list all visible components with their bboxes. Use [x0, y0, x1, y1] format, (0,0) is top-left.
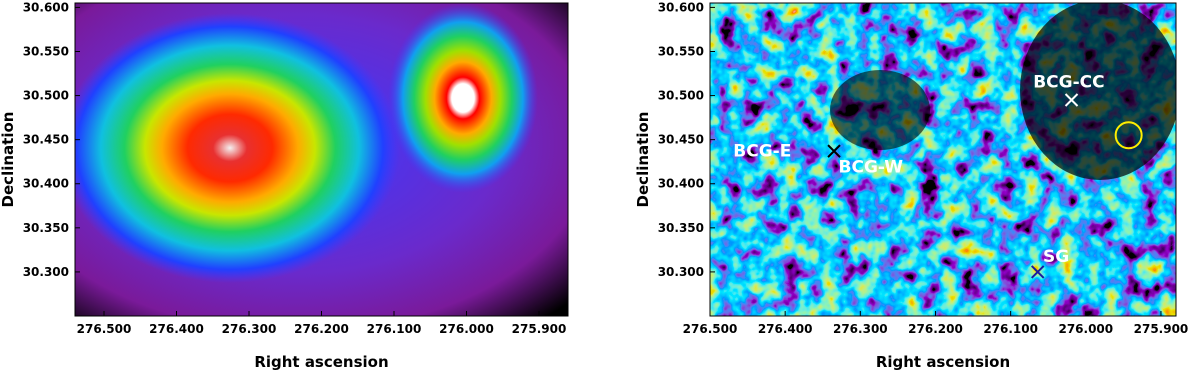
image-right: [710, 3, 1176, 316]
annotation: BCG-CC: [1033, 73, 1104, 93]
x-axis-label: Right ascension: [876, 353, 1010, 371]
x-tick-label: 276.000: [439, 322, 494, 336]
x-axis-label: Right ascension: [254, 353, 388, 371]
y-tick-label: 30.450: [23, 133, 69, 147]
y-tick-label: 30.400: [658, 177, 704, 191]
x-tick-label: 276.100: [983, 322, 1038, 336]
marker-cross: [827, 144, 841, 158]
annotation: BCG-W: [839, 157, 904, 177]
y-tick-label: 30.550: [658, 44, 704, 58]
x-tick-label: 276.400: [149, 322, 204, 336]
x-tick-label: 276.200: [294, 322, 349, 336]
x-tick-label: 275.900: [1134, 322, 1189, 336]
axes-frame: [709, 2, 1177, 317]
x-tick-label: 276.100: [367, 322, 422, 336]
x-tick-label: 276.500: [683, 322, 738, 336]
x-tick-label: 276.400: [758, 322, 813, 336]
image-left: [75, 3, 568, 316]
y-tick-label: 30.500: [23, 89, 69, 103]
y-tick-label: 30.600: [658, 0, 704, 14]
y-tick-label: 30.350: [658, 221, 704, 235]
marker-cross: [1064, 93, 1079, 107]
annotation: BCG-E: [733, 141, 791, 161]
x-tick-label: 276.300: [222, 322, 277, 336]
marker-circle: [1114, 121, 1143, 150]
y-tick-label: 30.450: [658, 133, 704, 147]
y-tick-label: 30.500: [658, 89, 704, 103]
x-tick-label: 276.500: [77, 322, 132, 336]
x-tick-label: 276.300: [833, 322, 888, 336]
x-tick-label: 276.200: [908, 322, 963, 336]
y-axis-label: Declination: [634, 112, 652, 208]
y-axis-label: Declination: [0, 112, 17, 208]
y-tick-label: 30.550: [23, 44, 69, 58]
y-tick-label: 30.350: [23, 221, 69, 235]
x-tick-label: 275.900: [512, 322, 567, 336]
marker-cross: [1030, 265, 1045, 279]
y-tick-label: 30.400: [23, 177, 69, 191]
annotation: SG: [1043, 247, 1069, 267]
y-tick-label: 30.300: [23, 265, 69, 279]
y-tick-label: 30.300: [658, 265, 704, 279]
x-tick-label: 276.000: [1058, 322, 1113, 336]
y-tick-label: 30.600: [23, 0, 69, 14]
